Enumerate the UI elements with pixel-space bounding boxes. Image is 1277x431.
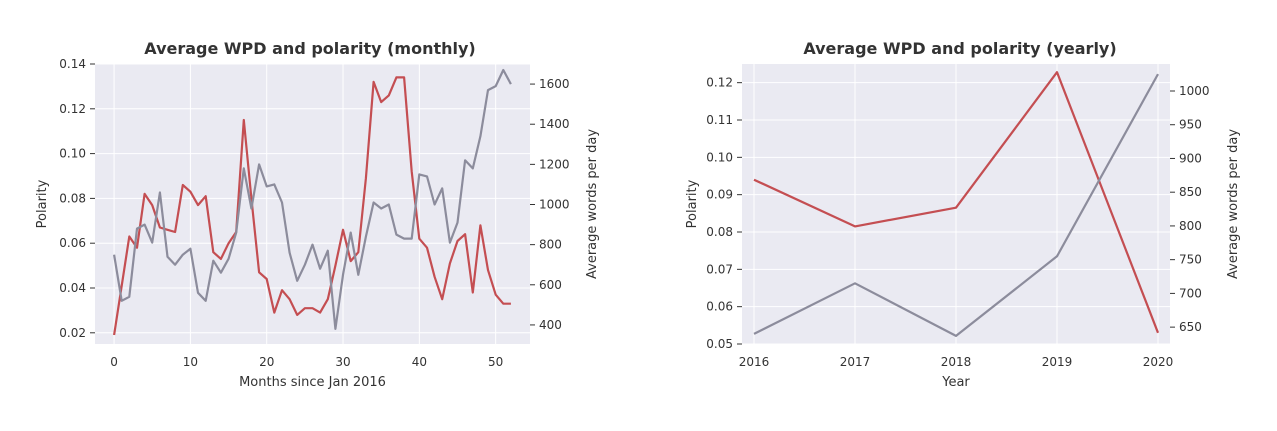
y2-tick-label: 800 [539,238,562,252]
x-tick-label: 2019 [1042,355,1073,369]
y-tick-label: 0.05 [706,337,733,351]
x-tick-label: 20 [259,355,274,369]
x-tick-label: 2020 [1143,355,1174,369]
y-axis-label: Polarity [685,179,700,228]
y2-tick-label: 1400 [539,117,570,131]
chart-1: 2016 2017 2018 2019 2020 0.05 0.06 0.07 0.08 0.09… [685,39,1241,390]
x-tick-label: 30 [335,355,350,369]
y-tick-label: 0.09 [706,188,733,202]
y2-tick-label: 950 [1179,118,1202,132]
wpd-line [113,68,512,330]
x-tick-label: 50 [488,355,503,369]
y-tick-label: 0.04 [59,281,86,295]
y2-tick-label: 600 [539,278,562,292]
y-tick-label: 0.11 [706,113,733,127]
y2-tick-label: 1200 [539,157,570,171]
x-tick-label: 10 [183,355,198,369]
y-tick-label: 0.10 [59,147,86,161]
y-tick-label: 0.12 [59,102,86,116]
y2-tick-label: 900 [1179,151,1202,165]
wpd-line [753,73,1159,337]
chart-title: Average WPD and polarity (monthly) [144,39,475,58]
y2-axis-label: Average words per day [585,129,600,279]
plot-area [95,64,530,344]
y2-tick-label: 850 [1179,185,1202,199]
y2-tick-label: 750 [1179,253,1202,267]
y2-tick-label: 1000 [539,198,570,212]
y2-tick-label: 1600 [539,77,570,91]
y-tick-label: 0.12 [706,76,733,90]
y-axis-label: Polarity [35,179,50,228]
y-tick-label: 0.08 [59,191,86,205]
y-tick-label: 0.10 [706,150,733,164]
x-tick-label: 40 [412,355,427,369]
x-tick-label: 2016 [739,355,770,369]
x-tick-label: 2017 [840,355,871,369]
x-tick-label: 2018 [941,355,972,369]
y2-tick-label: 1000 [1179,84,1210,98]
x-axis-label: Year [941,375,970,390]
polarity-line [753,71,1160,334]
x-tick-label: 0 [110,355,118,369]
y-tick-label: 0.06 [706,300,733,314]
y-tick-label: 0.06 [59,236,86,250]
y2-tick-label: 700 [1179,286,1202,300]
y2-tick-label: 800 [1179,219,1202,233]
y-tick-label: 0.08 [706,225,733,239]
y-tick-label: 0.07 [706,262,733,276]
polarity-line [113,76,511,336]
x-axis-label: Months since Jan 2016 [239,375,386,390]
y2-tick-label: 650 [1179,320,1202,334]
chart-title: Average WPD and polarity (yearly) [803,39,1116,58]
y2-axis-label: Average words per day [1226,129,1241,279]
y2-tick-label: 400 [539,318,562,332]
y-tick-label: 0.14 [59,57,86,71]
y-tick-label: 0.02 [59,326,86,340]
chart-0: 0 10 20 30 40 50 0.02 0.04 0.06 0.08 0.10 0.12 0.14 4… [35,39,600,390]
